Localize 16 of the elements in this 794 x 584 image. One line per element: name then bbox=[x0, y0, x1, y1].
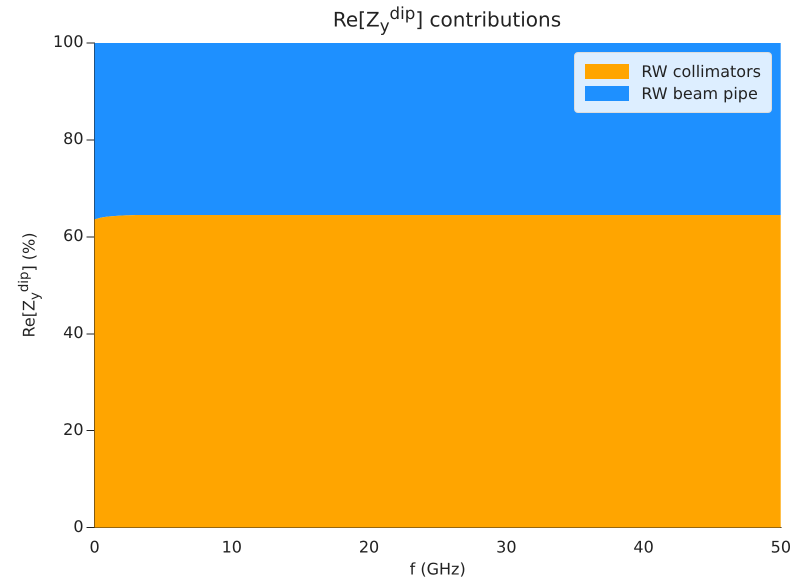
y-tick-label: 0 bbox=[73, 516, 84, 536]
y-tick-label: 20 bbox=[63, 420, 84, 439]
y-tick-label: 100 bbox=[52, 32, 84, 52]
legend-label: RW collimators bbox=[641, 62, 761, 81]
y-tick-label: 40 bbox=[63, 322, 84, 342]
y-tick-label: 60 bbox=[63, 226, 84, 245]
x-tick-label: 0 bbox=[89, 537, 100, 556]
x-tick-label: 30 bbox=[496, 537, 516, 556]
x-tick-label: 20 bbox=[358, 537, 380, 556]
x-tick-label: 10 bbox=[222, 537, 242, 556]
chart-title: Re[Z$_{y}$$^{dip}$] contributions bbox=[332, 4, 562, 36]
legend-label: RW beam pipe bbox=[641, 84, 758, 103]
x-tick-label: 40 bbox=[633, 537, 654, 556]
x-tick-label: 50 bbox=[770, 537, 791, 556]
x-axis-title: f (GHz) bbox=[410, 560, 466, 579]
y-tick-label: 80 bbox=[63, 129, 84, 148]
